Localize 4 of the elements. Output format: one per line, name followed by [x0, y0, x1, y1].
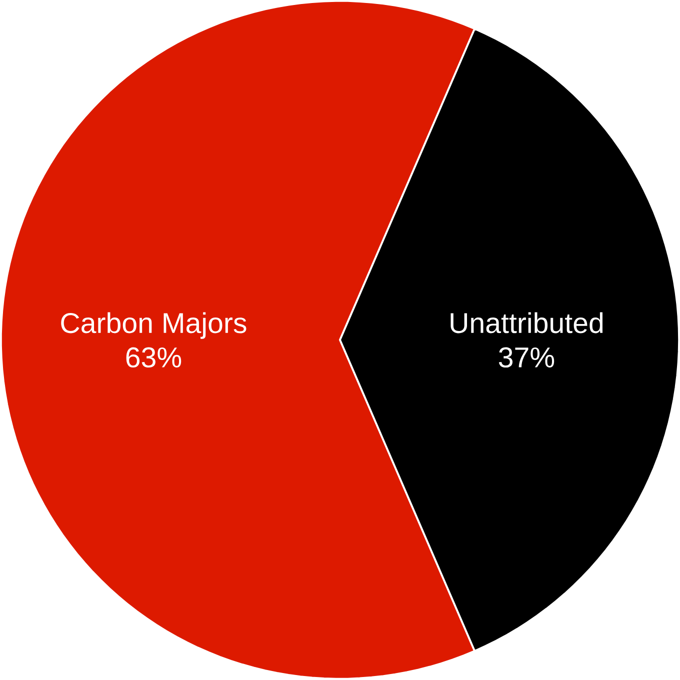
slice-label: Carbon Majors — [61, 312, 246, 339]
data-label: 63% — [126, 347, 182, 368]
data-label: 37% — [498, 347, 554, 368]
slice-label: Unattributed — [450, 312, 603, 334]
